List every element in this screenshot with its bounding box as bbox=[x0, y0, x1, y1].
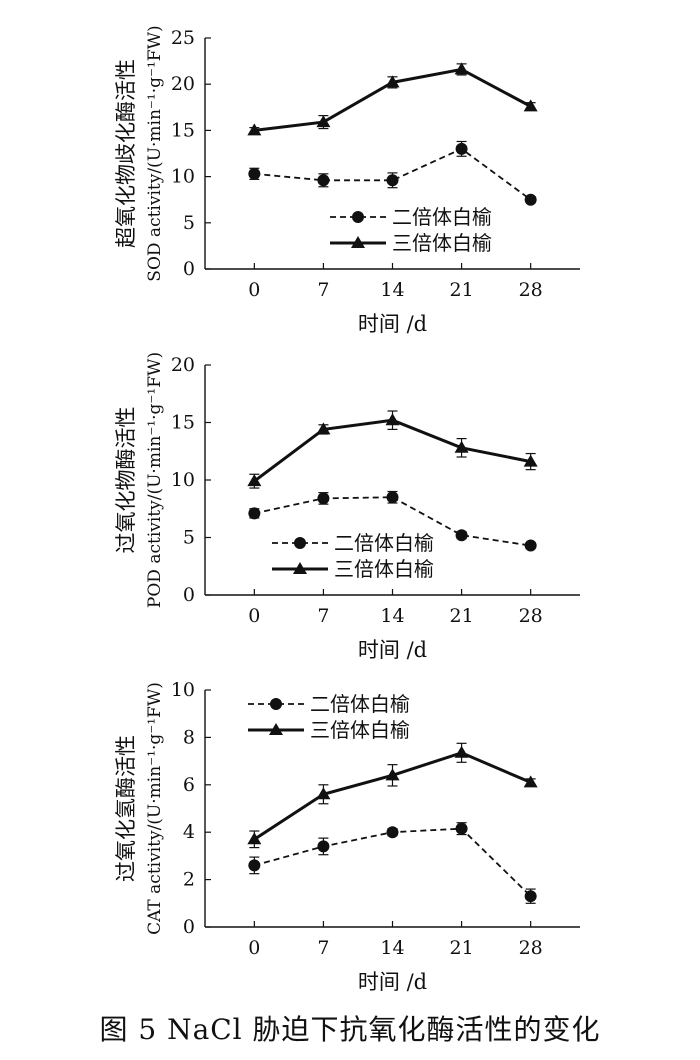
y-tick-label: 5 bbox=[183, 212, 195, 234]
x-axis-label: 时间 /d bbox=[358, 638, 427, 662]
y-tick-label: 5 bbox=[183, 527, 195, 549]
diploid-data-point bbox=[248, 507, 261, 520]
x-tick-label: 28 bbox=[519, 605, 543, 627]
x-tick-label: 14 bbox=[380, 279, 404, 301]
x-tick-label: 0 bbox=[248, 279, 260, 301]
y-tick-label: 0 bbox=[183, 916, 195, 938]
x-tick-label: 7 bbox=[317, 937, 329, 959]
diploid-data-point bbox=[455, 529, 468, 542]
y-tick-label: 20 bbox=[171, 354, 195, 376]
diploid-series-line bbox=[254, 827, 532, 897]
diploid-data-point bbox=[524, 890, 537, 903]
legend-label: 二倍体白榆 bbox=[310, 692, 410, 716]
triploid-data-point bbox=[316, 422, 331, 435]
x-tick-label: 21 bbox=[449, 605, 473, 627]
x-tick-label: 28 bbox=[519, 279, 543, 301]
y-tick-label: 15 bbox=[171, 119, 195, 141]
triploid-data-point bbox=[316, 787, 331, 800]
x-tick-label: 14 bbox=[380, 605, 404, 627]
legend-label: 三倍体白榆 bbox=[310, 718, 410, 742]
triploid-data-point bbox=[247, 474, 262, 487]
y-tick-label: 8 bbox=[183, 726, 195, 748]
triploid-data-point bbox=[385, 413, 400, 426]
diploid-data-point bbox=[524, 193, 537, 206]
x-tick-label: 0 bbox=[248, 605, 260, 627]
diploid-data-point bbox=[455, 822, 468, 835]
y-axis-label-cn: 过氧化氢酶活性 bbox=[114, 735, 138, 882]
y-tick-label: 10 bbox=[171, 469, 195, 491]
diploid-data-point bbox=[317, 840, 330, 853]
x-tick-label: 28 bbox=[519, 937, 543, 959]
x-axis-label: 时间 /d bbox=[358, 970, 427, 994]
diploid-data-point bbox=[248, 167, 261, 180]
y-tick-label: 6 bbox=[183, 774, 195, 796]
legend-label: 二倍体白榆 bbox=[392, 205, 492, 229]
y-tick-label: 0 bbox=[183, 258, 195, 280]
y-tick-label: 15 bbox=[171, 412, 195, 434]
triploid-data-point bbox=[523, 99, 538, 112]
cat-chart-panel: 0 2 4 6 8 10 0 7 14 21 28 时间 /d 过氧化氢酶活性 CAT activity/… bbox=[114, 679, 580, 994]
y-tick-label: 4 bbox=[183, 821, 195, 843]
triploid-data-point bbox=[247, 832, 262, 845]
diploid-data-point bbox=[248, 859, 261, 872]
x-tick-label: 14 bbox=[380, 937, 404, 959]
diploid-data-point bbox=[386, 826, 399, 839]
y-tick-label: 20 bbox=[171, 73, 195, 95]
x-tick-label: 21 bbox=[449, 937, 473, 959]
x-tick-label: 21 bbox=[449, 279, 473, 301]
diploid-series-line bbox=[254, 496, 531, 547]
y-axis-label-cn: 超氧化物歧化酶活性 bbox=[114, 59, 138, 248]
y-tick-label: 25 bbox=[171, 27, 195, 49]
diploid-data-point bbox=[386, 174, 399, 187]
triploid-data-point bbox=[385, 768, 400, 781]
triploid-data-point bbox=[385, 75, 400, 88]
y-axis-label-en: SOD activity/(U·min⁻¹·g⁻¹FW) bbox=[145, 25, 165, 281]
legend-marker bbox=[351, 236, 365, 248]
sod-chart-panel: 0 5 10 15 20 25 0 7 14 21 28 时间 /d 超氧化物歧化酶活性 SOD acti… bbox=[114, 25, 580, 336]
y-axis-label-cn: 过氧化物酶活性 bbox=[114, 407, 138, 554]
triploid-data-point bbox=[523, 775, 538, 788]
diploid-data-point bbox=[317, 492, 330, 505]
legend-marker bbox=[270, 698, 282, 710]
diploid-data-point bbox=[386, 491, 399, 504]
legend-marker bbox=[294, 537, 306, 549]
triploid-data-point bbox=[454, 62, 469, 75]
triploid-data-point bbox=[247, 123, 262, 136]
triploid-data-point bbox=[316, 115, 331, 128]
x-axis-label: 时间 /d bbox=[358, 312, 427, 336]
x-tick-label: 7 bbox=[317, 605, 329, 627]
triploid-data-point bbox=[523, 454, 538, 467]
triploid-data-point bbox=[454, 745, 469, 758]
y-tick-label: 2 bbox=[183, 869, 195, 891]
legend-marker bbox=[352, 211, 364, 223]
legend-marker bbox=[293, 562, 307, 574]
legend-marker bbox=[269, 723, 283, 735]
y-axis-label-en: POD activity/(U·min⁻¹·g⁻¹FW) bbox=[145, 352, 165, 608]
legend-label: 三倍体白榆 bbox=[392, 231, 492, 255]
y-tick-label: 10 bbox=[171, 679, 195, 701]
diploid-data-point bbox=[455, 142, 468, 155]
x-tick-label: 7 bbox=[317, 279, 329, 301]
y-tick-label: 0 bbox=[183, 584, 195, 606]
figure-caption: 图 5 NaCl 胁迫下抗氧化酶活性的变化 bbox=[99, 1013, 601, 1046]
x-tick-label: 0 bbox=[248, 937, 260, 959]
legend-label: 二倍体白榆 bbox=[334, 531, 434, 555]
y-tick-label: 10 bbox=[171, 166, 195, 188]
legend-label: 三倍体白榆 bbox=[334, 557, 434, 581]
diploid-data-point bbox=[317, 174, 330, 187]
diploid-data-point bbox=[524, 539, 537, 552]
pod-chart-panel: 0 5 10 15 20 0 7 14 21 28 时间 /d 过氧化物酶活性 POD activity… bbox=[114, 352, 580, 662]
triploid-data-point bbox=[454, 440, 469, 453]
y-axis-label-en: CAT activity/(U·min⁻¹·g⁻¹FW) bbox=[145, 682, 165, 935]
diploid-series-line bbox=[254, 147, 532, 201]
